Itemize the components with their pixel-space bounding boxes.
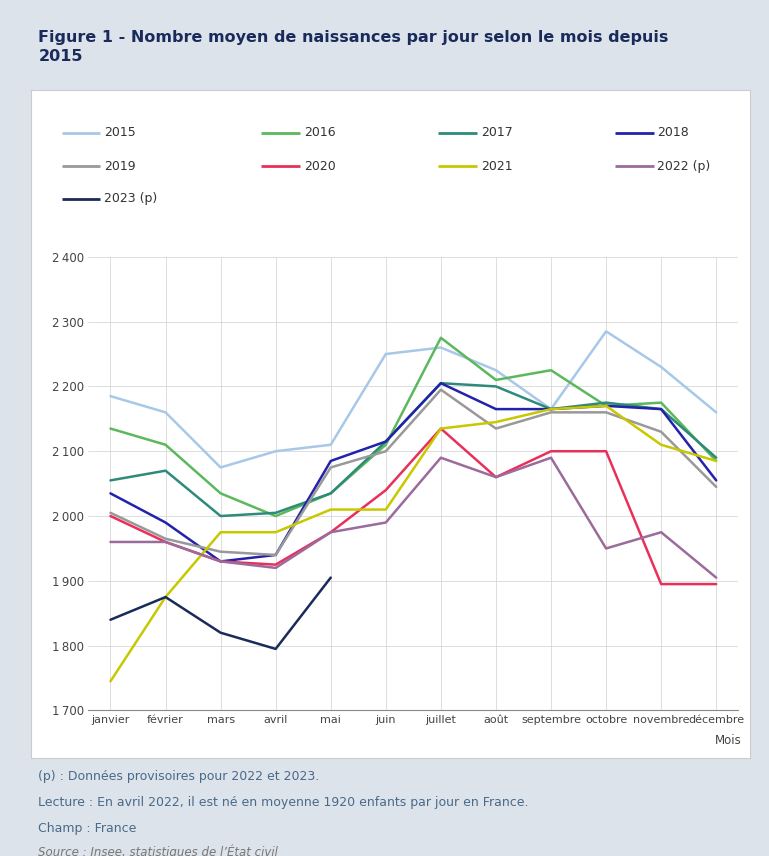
Text: 2023 (p): 2023 (p): [104, 192, 157, 205]
Text: Champ : France: Champ : France: [38, 822, 137, 835]
Text: 2017: 2017: [481, 126, 512, 140]
Text: (p) : Données provisoires pour 2022 et 2023.: (p) : Données provisoires pour 2022 et 2…: [38, 770, 320, 783]
Text: Mois: Mois: [715, 734, 742, 747]
Text: 2015: 2015: [104, 126, 135, 140]
Text: 2019: 2019: [104, 159, 135, 173]
Text: 2016: 2016: [304, 126, 335, 140]
Text: 2020: 2020: [304, 159, 335, 173]
Text: 2022 (p): 2022 (p): [657, 159, 711, 173]
Text: Source : Insee, statistiques de l’État civil: Source : Insee, statistiques de l’État c…: [38, 845, 278, 856]
Text: 2018: 2018: [657, 126, 689, 140]
Text: Figure 1 - Nombre moyen de naissances par jour selon le mois depuis
2015: Figure 1 - Nombre moyen de naissances pa…: [38, 30, 669, 64]
Text: 2021: 2021: [481, 159, 512, 173]
Text: Lecture : En avril 2022, il est né en moyenne 1920 enfants par jour en France.: Lecture : En avril 2022, il est né en mo…: [38, 796, 529, 809]
